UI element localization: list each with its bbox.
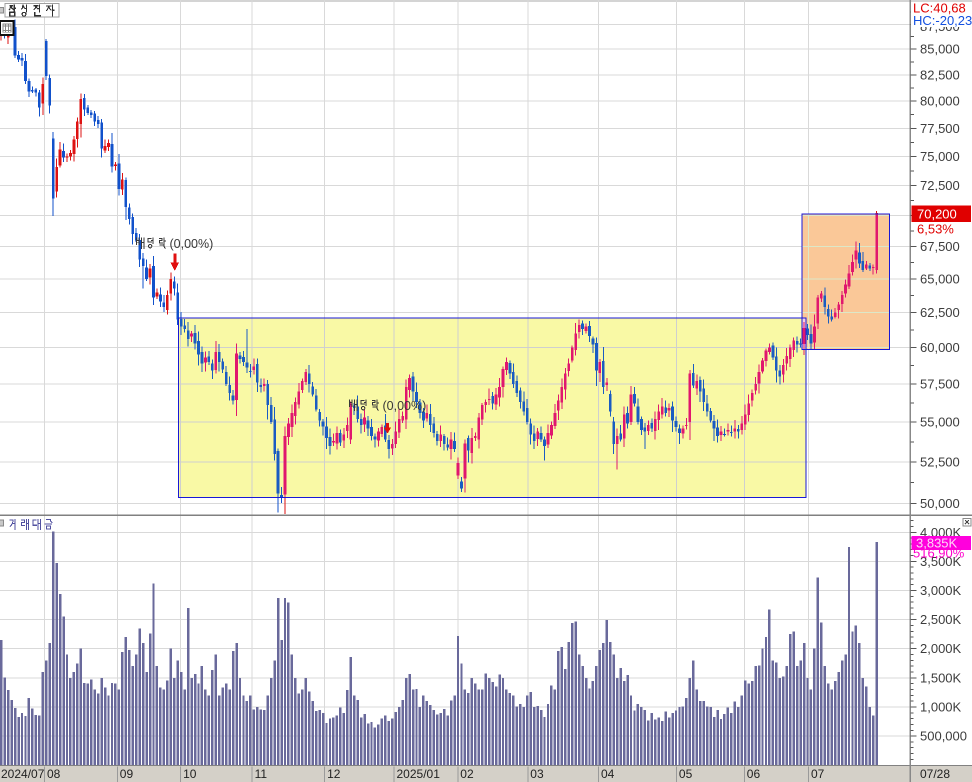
- svg-text:516,90%: 516,90%: [913, 545, 965, 560]
- svg-text:55,000: 55,000: [920, 415, 960, 430]
- svg-text:70,200: 70,200: [917, 206, 957, 221]
- svg-text:82,500: 82,500: [920, 67, 960, 82]
- svg-text:500,000: 500,000: [920, 729, 967, 744]
- svg-text:09: 09: [120, 767, 134, 781]
- svg-text:07: 07: [811, 767, 825, 781]
- svg-text:52,500: 52,500: [920, 454, 960, 469]
- svg-text:10: 10: [183, 767, 197, 781]
- svg-text:57,500: 57,500: [920, 377, 960, 392]
- svg-text:3,000K: 3,000K: [920, 583, 962, 598]
- svg-text:77,500: 77,500: [920, 121, 960, 136]
- svg-text:11: 11: [255, 767, 268, 781]
- svg-text:3,500K: 3,500K: [920, 554, 962, 569]
- svg-text:1,500K: 1,500K: [920, 670, 962, 685]
- svg-text:HC:-20,23: HC:-20,23: [913, 13, 972, 28]
- svg-text:03: 03: [530, 767, 544, 781]
- svg-text:75,000: 75,000: [920, 149, 960, 164]
- svg-text:72,500: 72,500: [920, 178, 960, 193]
- svg-text:2,000K: 2,000K: [920, 641, 962, 656]
- svg-text:80,000: 80,000: [920, 94, 960, 109]
- svg-text:65,000: 65,000: [920, 272, 960, 287]
- svg-text:06: 06: [747, 767, 761, 781]
- svg-text:(0,00%): (0,00%): [383, 399, 427, 413]
- svg-text:60,000: 60,000: [920, 340, 960, 355]
- svg-text:07/28: 07/28: [920, 767, 950, 781]
- svg-text:05: 05: [679, 767, 693, 781]
- svg-text:(0,00%): (0,00%): [170, 237, 214, 251]
- svg-text:6,53%: 6,53%: [917, 222, 954, 237]
- svg-text:4,000K: 4,000K: [920, 525, 962, 540]
- svg-text:2,500K: 2,500K: [920, 612, 962, 627]
- svg-text:2025/01: 2025/01: [397, 767, 441, 781]
- svg-text:04: 04: [601, 767, 615, 781]
- svg-text:62,500: 62,500: [920, 305, 960, 320]
- svg-text:LC:40,68: LC:40,68: [913, 1, 966, 16]
- svg-text:67,500: 67,500: [920, 239, 960, 254]
- svg-text:1,000K: 1,000K: [920, 700, 962, 715]
- svg-text:02: 02: [460, 767, 474, 781]
- svg-text:2024/07: 2024/07: [1, 767, 45, 781]
- svg-text:50,000: 50,000: [920, 496, 960, 511]
- svg-text:12: 12: [327, 767, 341, 781]
- svg-text:08: 08: [47, 767, 61, 781]
- svg-text:85,000: 85,000: [920, 42, 960, 57]
- svg-text:3,835K: 3,835K: [916, 536, 958, 551]
